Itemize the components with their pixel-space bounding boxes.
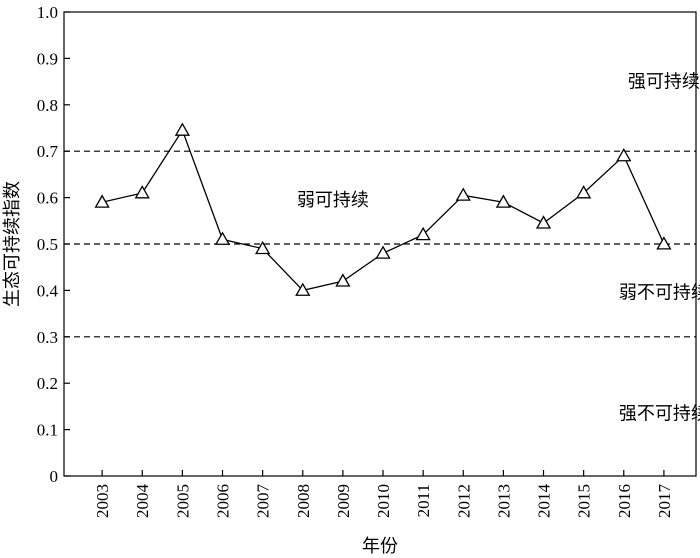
data-point-2011 xyxy=(415,226,431,241)
series-layer xyxy=(94,122,672,296)
zone-label: 弱不可持续 xyxy=(619,283,700,304)
y-tick-label: 0.8 xyxy=(37,96,58,115)
zone-label: 强可持续 xyxy=(628,72,700,93)
y-tick-label: 0.6 xyxy=(37,189,58,208)
reference-lines xyxy=(64,150,696,338)
data-point-2016 xyxy=(616,148,632,162)
zone-label: 弱可持续 xyxy=(297,190,369,211)
data-point-2005 xyxy=(174,122,190,136)
y-axis: 0 0.1 0.2 0.3 0.4 0.5 0.6 0.7 0.8 0.9 1.0 xyxy=(37,3,70,486)
x-tick-label: 2009 xyxy=(334,484,353,518)
data-point-2012 xyxy=(455,187,471,201)
y-tick-label: 0.3 xyxy=(37,328,58,347)
x-tick-label: 2003 xyxy=(93,484,112,518)
series-line xyxy=(101,128,665,292)
y-tick-label: 0.1 xyxy=(37,421,58,440)
x-tick-label: 2014 xyxy=(535,484,554,519)
zone-label: 强不可持续 xyxy=(619,403,700,424)
x-tick-label: 2006 xyxy=(214,484,233,518)
data-point-2015 xyxy=(576,185,592,199)
x-tick-label: 2005 xyxy=(173,484,192,518)
x-axis-title: 年份 xyxy=(362,536,398,557)
data-point-2004 xyxy=(134,185,150,199)
data-point-2003 xyxy=(94,194,110,208)
x-tick-label: 2012 xyxy=(454,484,473,518)
x-tick-label: 2010 xyxy=(374,484,393,518)
y-tick-label: 0 xyxy=(50,467,59,486)
y-axis-title: 生态可持续指数 xyxy=(2,181,23,307)
data-point-2013 xyxy=(495,194,512,208)
x-tick-label: 2017 xyxy=(655,484,674,519)
data-point-2010 xyxy=(375,245,391,259)
x-tick-label: 2008 xyxy=(294,484,313,518)
y-tick-label: 0.4 xyxy=(37,281,59,300)
x-tick-label: 2013 xyxy=(494,484,513,518)
y-tick-label: 0.2 xyxy=(37,374,58,393)
x-axis: 2003 2004 2005 2006 2007 2008 2009 2010 2011 2012… xyxy=(93,470,674,518)
x-tick-label: 2016 xyxy=(615,484,634,518)
y-tick-label: 1.0 xyxy=(37,3,58,22)
data-point-2006 xyxy=(214,231,231,245)
y-tick-label: 0.5 xyxy=(37,235,58,254)
x-tick-label: 2015 xyxy=(575,484,594,518)
data-point-2017 xyxy=(656,236,672,250)
data-point-2007 xyxy=(255,240,271,255)
data-point-2014 xyxy=(535,215,552,229)
y-tick-label: 0.7 xyxy=(37,142,59,161)
x-tick-label: 2011 xyxy=(414,484,433,517)
x-tick-label: 2007 xyxy=(254,484,273,519)
x-tick-label: 2004 xyxy=(133,484,152,519)
data-point-2008 xyxy=(295,282,311,296)
data-point-2009 xyxy=(335,273,351,287)
y-tick-label: 0.9 xyxy=(37,49,58,68)
